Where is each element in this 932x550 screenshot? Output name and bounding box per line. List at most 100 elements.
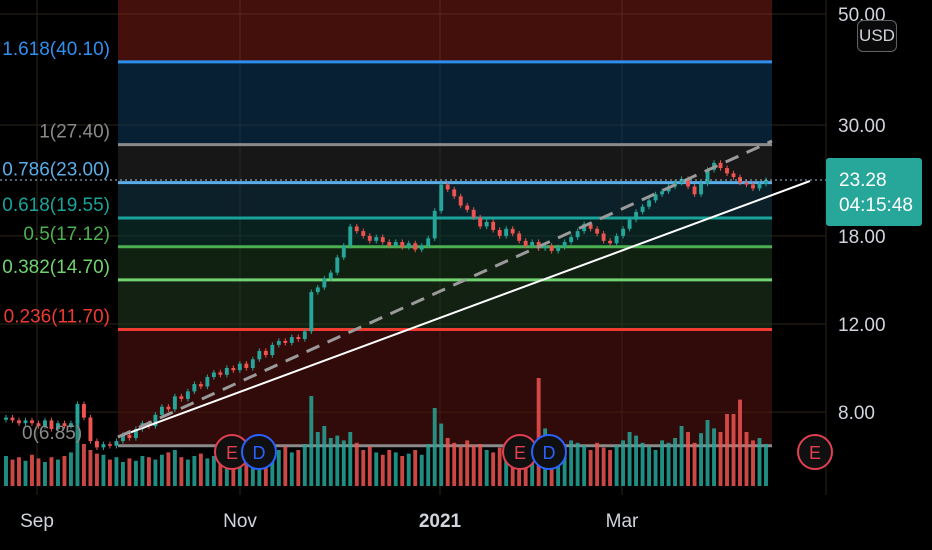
price-axis-label: 18.00 (838, 227, 886, 248)
volume-bar (23, 460, 28, 486)
volume-bar (62, 456, 67, 486)
candle-body (120, 434, 125, 442)
volume-bar (757, 438, 762, 486)
volume-bar (335, 435, 340, 486)
candle-body (426, 238, 431, 246)
volume-bar (621, 440, 626, 486)
volume-bar (315, 432, 320, 486)
volume-bar (393, 452, 398, 486)
volume-bar (387, 450, 392, 486)
volume-bar (107, 459, 112, 486)
candle-body (543, 245, 548, 249)
candle-body (432, 210, 437, 239)
volume-bar (426, 444, 431, 486)
candle-body (302, 331, 307, 339)
volume-bar (751, 440, 755, 486)
volume-bar (575, 442, 580, 486)
candle-body (192, 384, 197, 392)
event-label: E (809, 443, 821, 463)
candle-body (205, 377, 210, 387)
candle-body (478, 217, 483, 227)
candle-body (575, 231, 580, 238)
volume-bar (705, 420, 710, 486)
candle-body (101, 444, 106, 448)
candle-body (393, 242, 398, 246)
candle-body (69, 423, 73, 427)
candle-body (751, 184, 755, 189)
candle-body (309, 292, 314, 332)
volume-bar (432, 408, 437, 486)
volume-bar (146, 457, 151, 486)
volume-bar (354, 442, 359, 486)
candle-body (497, 229, 502, 236)
volume-bar (192, 456, 197, 486)
currency-button[interactable]: USD (857, 20, 897, 52)
volume-bar (406, 453, 411, 486)
candle-body (608, 240, 613, 244)
volume-bar (43, 462, 47, 486)
earnings-marker[interactable]: E (797, 434, 833, 470)
volume-bar (634, 435, 639, 486)
candle-body (413, 243, 418, 250)
volume-bar (666, 442, 671, 486)
candle-body (445, 184, 450, 190)
volume-bar (712, 428, 716, 486)
event-circle (797, 434, 833, 470)
volume-bar (484, 450, 489, 486)
fib-zone-top (118, 0, 772, 62)
volume-bar (530, 450, 535, 486)
volume-bar (88, 450, 93, 486)
volume-bar (244, 452, 249, 486)
fib-zone-0 (118, 61, 772, 145)
volume-bar (348, 432, 353, 486)
fib-zone-2 (118, 182, 772, 218)
volume-bar (166, 452, 171, 486)
candle-body (133, 429, 138, 439)
candle-body (198, 384, 203, 387)
volume-bar (296, 450, 301, 486)
candle-body (601, 233, 606, 241)
candle-body (153, 414, 158, 427)
volume-bar (536, 378, 541, 486)
volume-bar (140, 456, 145, 486)
candle-body (510, 228, 515, 234)
volume-bar (608, 450, 613, 486)
candle-body (341, 245, 346, 258)
volume-bar (673, 438, 678, 486)
volume-bar (185, 459, 190, 486)
candle-body (224, 367, 229, 375)
candle-body (10, 417, 15, 421)
candle-body (595, 228, 600, 234)
volume-bar (198, 453, 203, 486)
volume-bar (458, 446, 463, 486)
dividend-marker[interactable]: D (531, 434, 567, 470)
candle-body (218, 372, 223, 375)
fib-zone-5 (118, 279, 772, 330)
time-axis-label: 2021 (419, 511, 462, 532)
candle-body (75, 404, 80, 424)
volume-bar (445, 438, 450, 486)
candle-body (718, 162, 723, 169)
volume-bar (718, 432, 723, 486)
candle-body (439, 184, 444, 211)
candle-body (504, 228, 509, 236)
event-label: E (514, 443, 526, 463)
volume-bar (341, 440, 346, 486)
volume-bar (380, 454, 385, 486)
volume-bar (491, 452, 496, 486)
volume-bar (692, 442, 697, 486)
dividend-marker[interactable]: D (241, 434, 277, 470)
volume-bar (660, 440, 665, 486)
fib-label-3: 0.618(19.55) (2, 195, 110, 216)
volume-bar (562, 447, 567, 486)
volume-bar (471, 445, 476, 486)
volume-bar (374, 452, 379, 486)
volume-bar (640, 442, 645, 486)
candle-body (348, 226, 353, 246)
fib-label-1: 1(27.40) (39, 122, 110, 143)
volume-bar (179, 457, 184, 486)
volume-bar (114, 457, 119, 486)
volume-bar (120, 462, 125, 486)
